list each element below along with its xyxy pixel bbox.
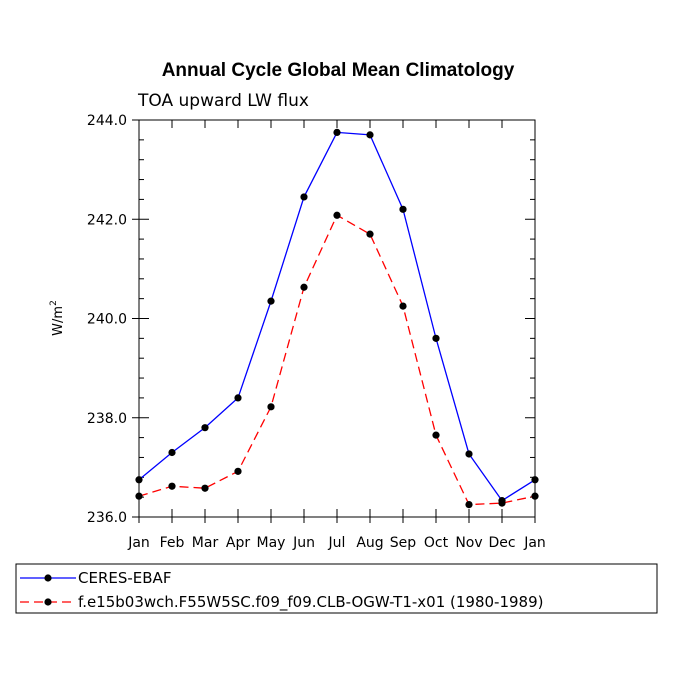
series-1-point bbox=[168, 448, 176, 457]
legend-box bbox=[15, 563, 658, 614]
series-1-point bbox=[366, 131, 374, 139]
series-1-point bbox=[201, 424, 209, 432]
x-axis: Jan Feb Mar Apr May Jun Jul Aug Sep Oct Nov Dec Jan bbox=[127, 120, 546, 551]
plot-frame bbox=[138, 119, 536, 518]
series-line-1 bbox=[138, 131, 536, 502]
y-axis-title: W/m2 bbox=[49, 300, 66, 336]
series-1-point bbox=[333, 128, 341, 137]
x-tick-label: Sep bbox=[390, 535, 417, 551]
x-tick-label: Mar bbox=[192, 535, 219, 551]
x-tick-label: Jul bbox=[328, 535, 346, 551]
y-tick-label: 238.0 bbox=[87, 411, 127, 427]
svg-text:W/m2: W/m2 bbox=[49, 300, 66, 336]
series-1-point bbox=[234, 394, 242, 402]
series-2-point bbox=[300, 283, 308, 291]
series-2-point bbox=[366, 230, 374, 238]
legend-marker-1 bbox=[44, 574, 52, 582]
series-1-point bbox=[399, 205, 407, 213]
x-tick-label: Jan bbox=[127, 535, 150, 551]
series-1-point bbox=[135, 476, 143, 484]
x-tick-label: Feb bbox=[160, 535, 185, 551]
x-tick-label: Oct bbox=[424, 535, 449, 551]
y-tick-label: 236.0 bbox=[87, 510, 127, 526]
x-tick-label: Jan bbox=[523, 535, 546, 551]
chart-subtitle: TOA upward LW flux bbox=[137, 91, 309, 111]
y-tick-label: 244.0 bbox=[87, 113, 127, 129]
series-line-2 bbox=[138, 214, 536, 506]
series-2-point bbox=[432, 431, 440, 439]
y-tick-label: 240.0 bbox=[87, 312, 127, 328]
y-tick-label: 242.0 bbox=[87, 212, 127, 228]
legend-label-2: f.e15b03wch.F55W5SC.f09_f09.CLB-OGW-T1-x… bbox=[78, 593, 543, 612]
y-axis: 236.0 238.0 240.0 242.0 244.0 bbox=[87, 113, 535, 526]
legend-marker-2 bbox=[44, 598, 52, 606]
series-1-point bbox=[465, 450, 473, 458]
series-2-point bbox=[399, 302, 407, 310]
x-tick-label: Apr bbox=[226, 535, 250, 551]
series-1-point bbox=[531, 476, 539, 484]
series-1-point bbox=[432, 334, 440, 342]
series-2-point bbox=[201, 484, 209, 492]
x-tick-label: May bbox=[257, 535, 286, 551]
series-2-point bbox=[234, 467, 242, 475]
chart-title: Annual Cycle Global Mean Climatology bbox=[162, 60, 515, 81]
legend-label-1: CERES-EBAF bbox=[78, 569, 171, 587]
y-axis-title-superscript: 2 bbox=[49, 300, 59, 306]
x-tick-label: Jun bbox=[292, 535, 315, 551]
series-2-point bbox=[267, 403, 275, 411]
series-1-point bbox=[267, 297, 275, 305]
series-2-point bbox=[531, 492, 539, 500]
legend: CERES-EBAF f.e15b03wch.F55W5SC.f09_f09.CL… bbox=[20, 569, 543, 612]
x-tick-label: Nov bbox=[455, 535, 482, 551]
series-2-point bbox=[135, 492, 143, 500]
x-tick-label: Dec bbox=[488, 535, 515, 551]
series-2-point bbox=[333, 211, 341, 219]
series-1-point bbox=[300, 193, 308, 201]
x-tick-label: Aug bbox=[356, 535, 383, 551]
series-2-point bbox=[168, 482, 176, 490]
series-2-point bbox=[498, 499, 506, 507]
series-layer bbox=[135, 128, 539, 509]
series-2-point bbox=[465, 500, 473, 509]
y-axis-title-text: W/m bbox=[51, 306, 66, 336]
